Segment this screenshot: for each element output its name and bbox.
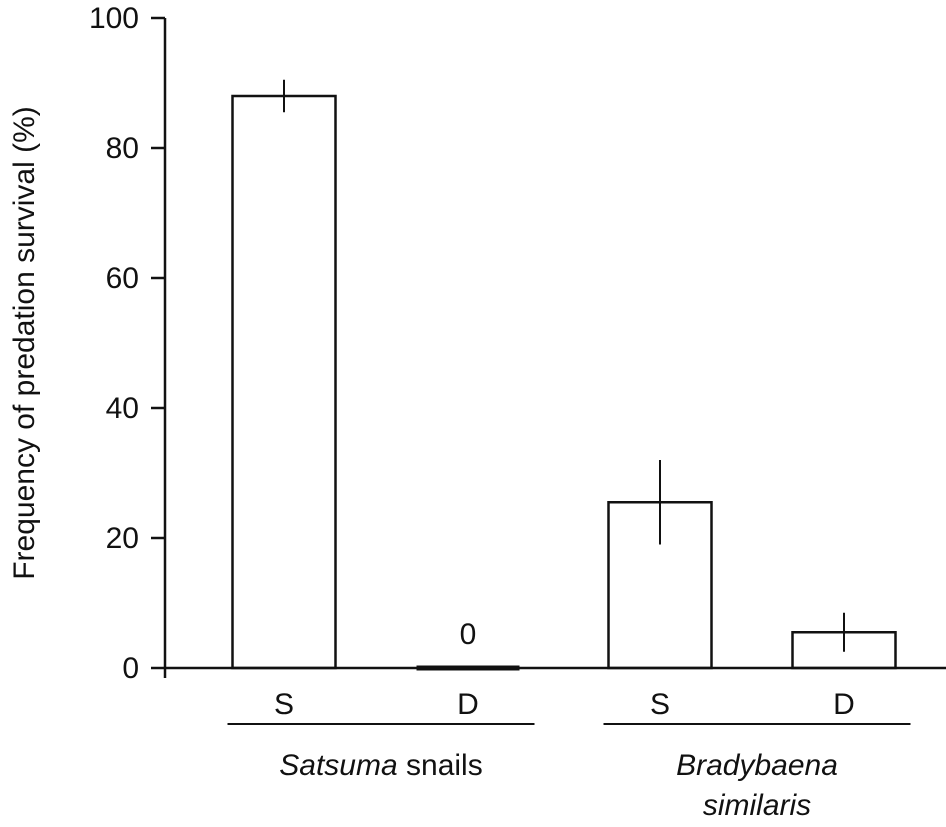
y-axis-label: Frequency of predation survival (%) xyxy=(8,106,41,580)
data-label: 0 xyxy=(460,618,477,651)
y-axis: 0 20 40 60 80 100 xyxy=(89,2,167,685)
x-tick-label: S xyxy=(650,688,670,721)
group-label: Bradybaena xyxy=(676,749,838,782)
y-tick-label: 60 xyxy=(106,262,139,295)
x-tick-label: S xyxy=(274,688,294,721)
group-label: Satsuma snails xyxy=(279,749,482,782)
bars: 0 xyxy=(231,79,897,671)
y-tick-label: 80 xyxy=(106,132,139,165)
y-tick-label: 40 xyxy=(106,392,139,425)
x-tick-label: D xyxy=(833,688,855,721)
group-label-line2: similaris xyxy=(703,789,811,822)
y-tick-label: 20 xyxy=(106,522,139,555)
y-tick-label: 100 xyxy=(89,2,139,35)
y-tick-label: 0 xyxy=(122,652,139,685)
x-tick-label: D xyxy=(457,688,479,721)
bar xyxy=(231,94,337,670)
group-labels: Satsuma snails Bradybaena similaris xyxy=(227,723,911,822)
